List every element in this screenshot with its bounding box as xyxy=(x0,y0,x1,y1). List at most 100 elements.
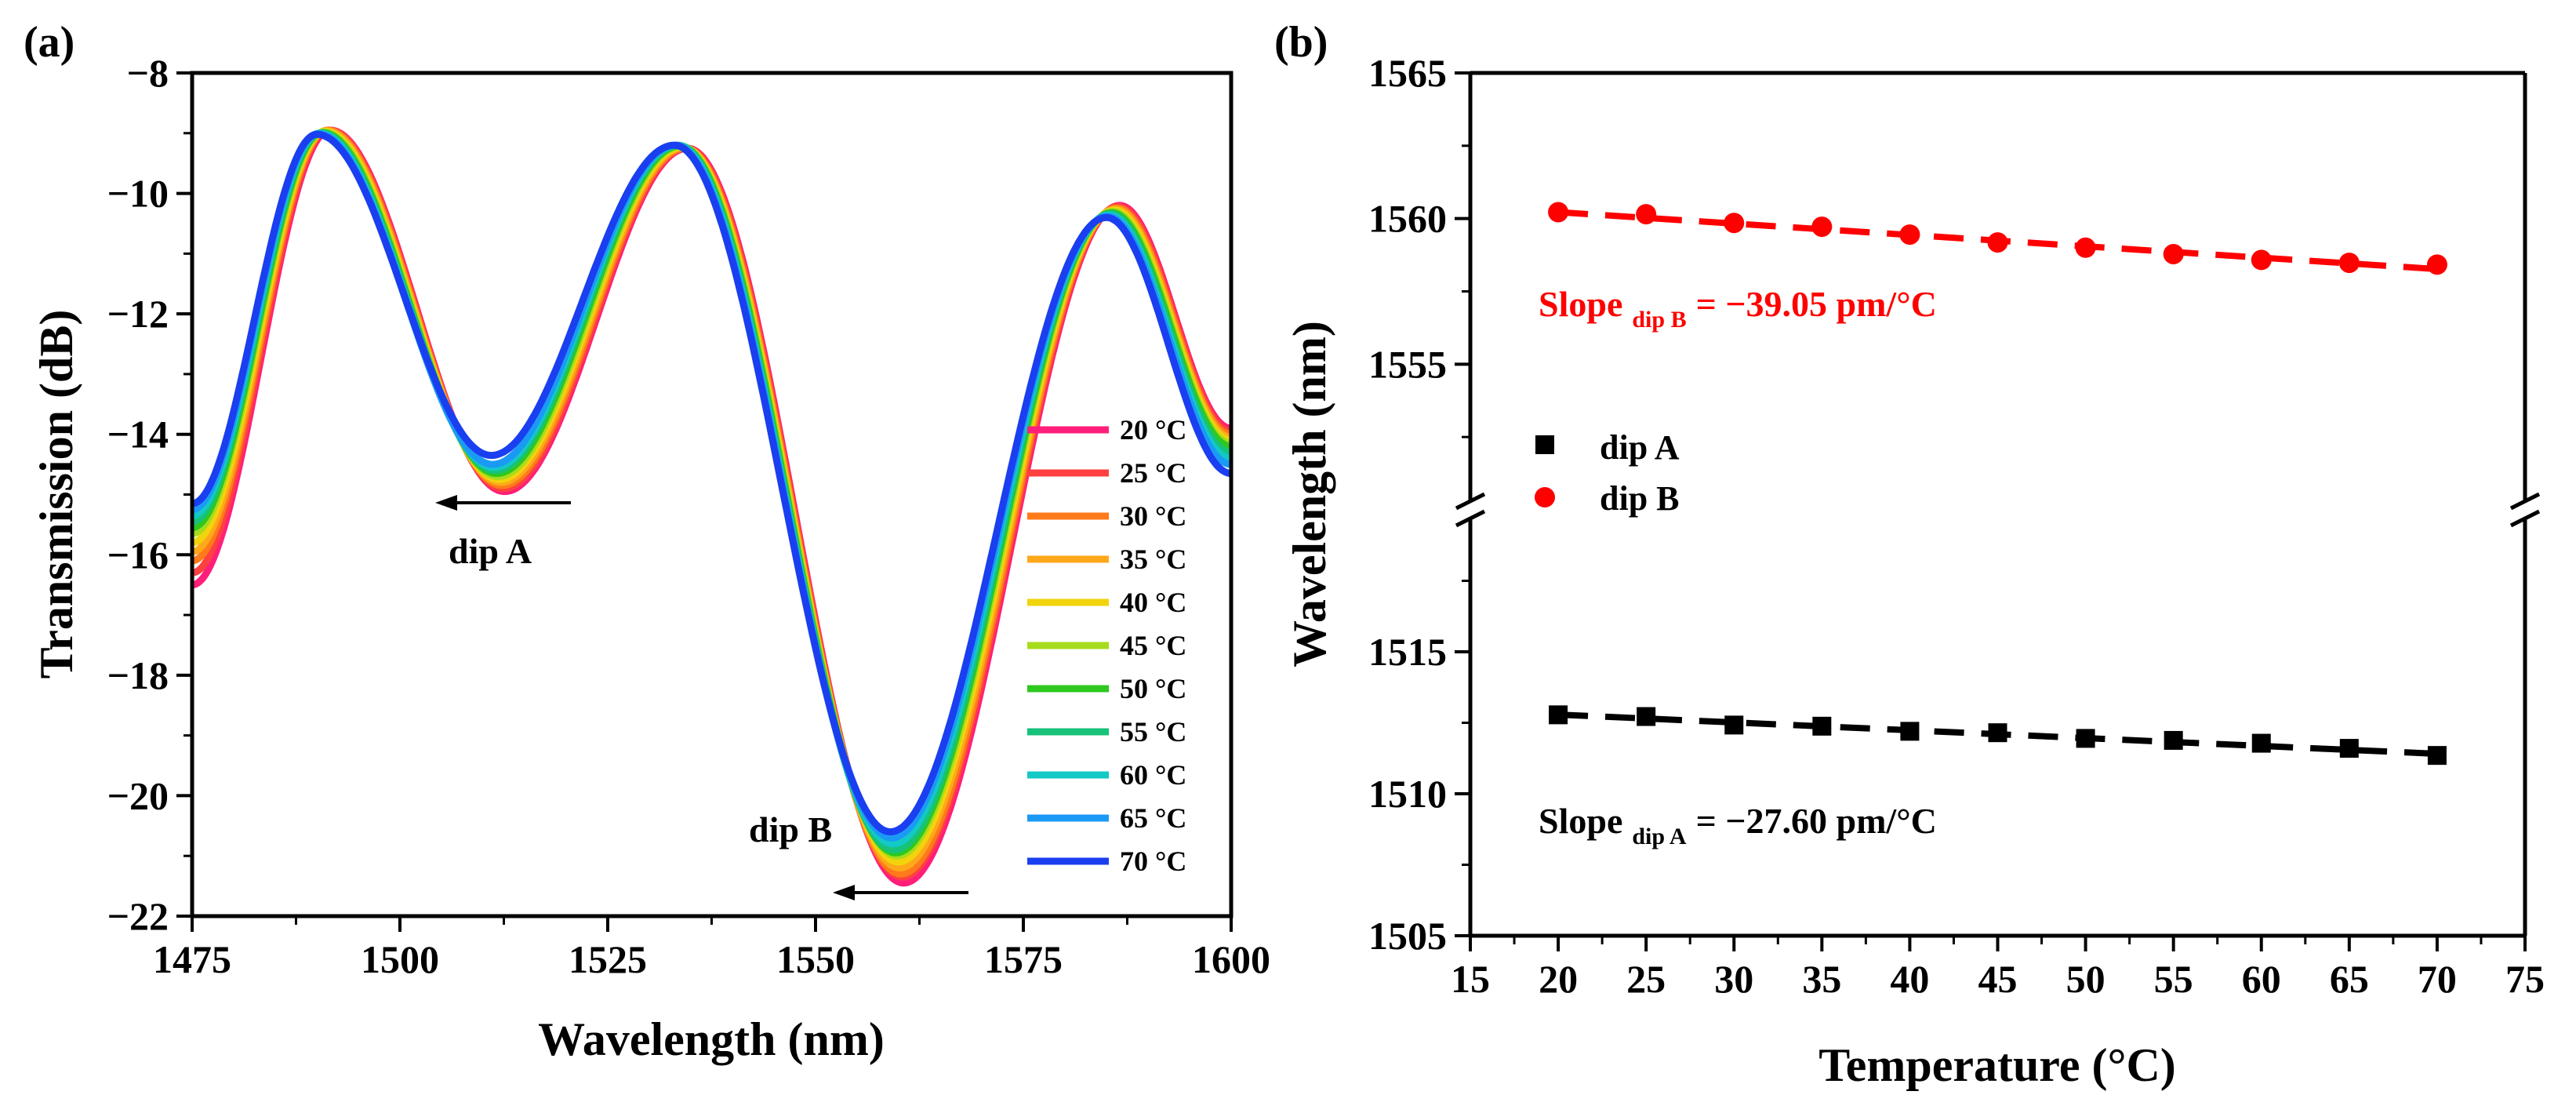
legend-dip-a-label: dip A xyxy=(1600,428,1680,467)
data-point-dip-b xyxy=(1636,204,1657,225)
panel-a-y-tick-label: −20 xyxy=(107,773,169,817)
panel-b-y-tick-label: 1510 xyxy=(1368,772,1447,816)
panel-a-y-axis: −22 −20 −18 −16 −14 −12 −10 −8 xyxy=(107,51,192,938)
legend-label: 55 °C xyxy=(1120,716,1186,747)
data-point-dip-a xyxy=(1549,705,1568,725)
data-point-dip-a xyxy=(1900,722,1920,741)
legend-label: 35 °C xyxy=(1120,544,1186,575)
data-point-dip-b xyxy=(2163,243,2184,264)
panel-a-x-tick-label: 1550 xyxy=(776,937,855,981)
panel-b-label: (b) xyxy=(1274,18,1328,67)
legend-label: 25 °C xyxy=(1120,457,1186,489)
panel-b-y-tick-label: 1515 xyxy=(1368,630,1447,674)
data-point-dip-a xyxy=(2339,739,2359,758)
data-point-dip-a xyxy=(1637,707,1656,726)
panel-b-x-tick-label: 20 xyxy=(1539,957,1578,1001)
panel-b-y-tick-label: 1560 xyxy=(1368,197,1447,241)
panel-a-label: (a) xyxy=(24,18,74,67)
panel-b-y-tick-label: 1565 xyxy=(1368,51,1447,95)
panel-a-x-tick-label: 1525 xyxy=(569,937,647,981)
data-point-dip-b xyxy=(2338,253,2360,274)
axis-break-right xyxy=(2509,492,2541,528)
slope-dip-b-label: Slope dip B = −39.05 pm/°C xyxy=(1539,284,1937,333)
legend-label: 60 °C xyxy=(1120,759,1186,791)
data-point-dip-b xyxy=(1724,213,1745,234)
legend-dip-b-marker xyxy=(1535,487,1555,507)
panel-b-x-tick-label: 30 xyxy=(1714,957,1753,1001)
data-point-dip-b xyxy=(1899,224,1920,246)
panel-a-y-tick-label: −14 xyxy=(107,413,169,456)
panel-b-wavelength-shift-chart: (b) 15 20 25 30 35 40 45 50 55 60 65 70 75 150515101… xyxy=(1274,18,2545,1091)
panel-b-x-tick-label: 50 xyxy=(2066,957,2105,1001)
spectrum-curve xyxy=(190,129,1234,853)
data-point-dip-a xyxy=(1812,716,1832,736)
panel-b-x-tick-label: 40 xyxy=(1890,957,1929,1001)
legend-label: 40 °C xyxy=(1120,587,1186,618)
panel-a-x-tick-label: 1500 xyxy=(361,937,439,981)
spectrum-curve xyxy=(190,129,1234,857)
panel-a-plot-area xyxy=(190,126,1234,887)
data-point-dip-b xyxy=(2426,254,2447,275)
data-point-dip-a xyxy=(2427,746,2447,766)
panel-b-x-tick-label: 55 xyxy=(2154,957,2193,1001)
legend-label: 45 °C xyxy=(1120,630,1186,661)
data-point-dip-b xyxy=(2075,237,2096,258)
legend-label: 70 °C xyxy=(1120,846,1186,877)
panel-a-y-tick-label: −16 xyxy=(107,533,169,577)
spectrum-curve xyxy=(190,128,1234,860)
panel-b-y-axis: 1505 1510 1515 1555 1560 1565 xyxy=(1368,51,1470,958)
legend-dip-b-label: dip B xyxy=(1600,479,1680,518)
data-point-dip-b xyxy=(1987,232,2008,253)
panel-b-x-axis: 15 20 25 30 35 40 45 50 55 60 65 70 75 xyxy=(1451,936,2545,1001)
legend-label: 30 °C xyxy=(1120,500,1186,532)
data-point-dip-a xyxy=(1988,723,2007,743)
panel-b-x-tick-label: 35 xyxy=(1802,957,1841,1001)
data-point-dip-b xyxy=(2251,249,2272,271)
spectrum-curve xyxy=(190,128,1234,866)
legend-label: 50 °C xyxy=(1120,673,1186,704)
panel-b-plot-area xyxy=(1548,202,2447,766)
panel-b-y-tick-label: 1555 xyxy=(1368,342,1447,386)
legend-label: 20 °C xyxy=(1120,414,1186,446)
panel-a-y-axis-title: Transmission (dB) xyxy=(31,310,82,679)
panel-a-x-axis: 1475 1500 1525 1550 1575 1600 xyxy=(153,916,1270,981)
data-point-dip-b xyxy=(1548,202,1569,223)
panel-a-x-tick-label: 1600 xyxy=(1192,937,1270,981)
legend-label: 65 °C xyxy=(1120,802,1186,834)
dip-a-annotation: dip A xyxy=(449,531,532,571)
dip-b-annotation: dip B xyxy=(749,809,832,849)
panel-b-x-tick-label: 15 xyxy=(1451,957,1490,1001)
slope-dip-a-label: Slope dip A = −27.60 pm/°C xyxy=(1539,801,1937,849)
data-point-dip-a xyxy=(2076,729,2095,748)
data-point-dip-a xyxy=(2164,730,2183,750)
panel-b-x-tick-label: 60 xyxy=(2242,957,2281,1001)
panel-b-x-tick-label: 65 xyxy=(2330,957,2369,1001)
panel-a-y-tick-label: −22 xyxy=(107,894,169,938)
panel-b-x-axis-title: Temperature (°C) xyxy=(1818,1039,2176,1091)
spectrum-curve xyxy=(190,129,1234,848)
panel-b-x-tick-label: 45 xyxy=(1978,957,2018,1001)
dip-a-arrowhead xyxy=(435,495,457,511)
dip-b-arrowhead xyxy=(833,885,855,900)
panel-b-x-tick-label: 25 xyxy=(1626,957,1666,1001)
panel-b-y-axis-title: Wavelength (nm) xyxy=(1284,321,1335,667)
panel-a-x-tick-label: 1475 xyxy=(153,937,231,981)
axis-break-left xyxy=(1455,492,1486,528)
data-point-dip-a xyxy=(1724,715,1744,735)
panel-a-legend: 20 °C 25 °C 30 °C 35 °C 40 °C 45 °C 50 °C 55 °C… xyxy=(1027,414,1186,877)
panel-a-x-tick-label: 1575 xyxy=(984,937,1063,981)
panel-b-x-tick-label: 75 xyxy=(2505,957,2545,1001)
panel-b-x-tick-label: 70 xyxy=(2418,957,2457,1001)
panel-a-y-tick-label: −10 xyxy=(107,172,169,216)
panel-a-y-tick-label: −8 xyxy=(127,51,169,95)
panel-b-y-tick-label: 1505 xyxy=(1368,914,1447,958)
panel-a-y-tick-label: −18 xyxy=(107,653,169,697)
panel-a-spectrum-chart: (a) 1475 1500 1525 1550 1575 1600 −22 −20 −18 −1… xyxy=(24,18,1270,1065)
data-point-dip-a xyxy=(2251,733,2271,753)
spectrum-curve xyxy=(190,130,1234,835)
data-point-dip-b xyxy=(1811,216,1833,238)
panel-a-y-tick-label: −12 xyxy=(107,292,169,336)
legend-dip-a-marker xyxy=(1535,435,1554,454)
panel-a-x-axis-title: Wavelength (nm) xyxy=(538,1013,885,1065)
